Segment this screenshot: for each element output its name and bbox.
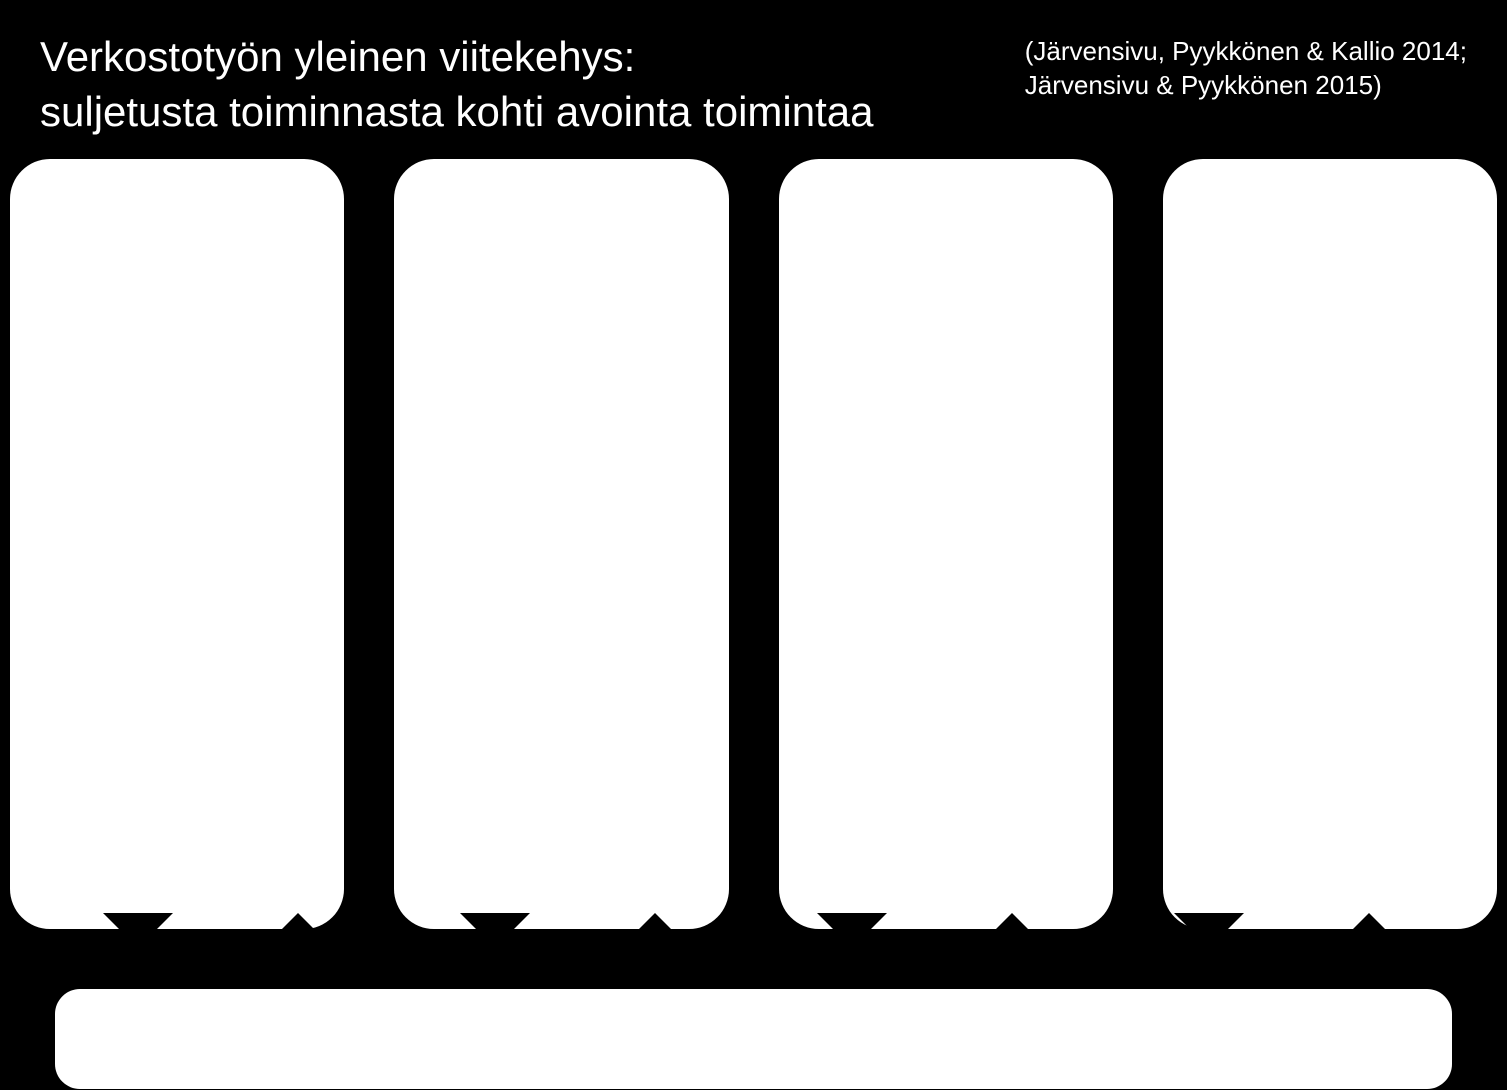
arrow-pair-3	[817, 913, 1047, 948]
footer-bar	[55, 989, 1452, 1089]
citation-line-2: Järvensivu & Pyykkönen 2015)	[1025, 69, 1467, 103]
column-1	[10, 159, 344, 929]
column-2	[394, 159, 728, 929]
arrow-down-icon	[1174, 913, 1244, 948]
arrow-down-icon	[103, 913, 173, 948]
arrow-down-icon	[817, 913, 887, 948]
citation-block: (Järvensivu, Pyykkönen & Kallio 2014; Jä…	[1025, 35, 1467, 103]
columns-container	[0, 159, 1507, 929]
arrow-up-icon	[977, 913, 1047, 948]
title-block: Verkostotyön yleinen viitekehys: suljetu…	[40, 30, 873, 139]
arrow-pair-1	[103, 913, 333, 948]
title-line-1: Verkostotyön yleinen viitekehys:	[40, 30, 873, 85]
arrows-row	[0, 913, 1507, 948]
arrow-pair-2	[460, 913, 690, 948]
column-3	[779, 159, 1113, 929]
arrow-down-icon	[460, 913, 530, 948]
bottom-area	[0, 929, 1507, 1089]
arrow-pair-4	[1174, 913, 1404, 948]
header: Verkostotyön yleinen viitekehys: suljetu…	[0, 0, 1507, 159]
arrow-up-icon	[620, 913, 690, 948]
column-4	[1163, 159, 1497, 929]
title-line-2: suljetusta toiminnasta kohti avointa toi…	[40, 85, 873, 140]
arrow-up-icon	[1334, 913, 1404, 948]
arrow-up-icon	[263, 913, 333, 948]
citation-line-1: (Järvensivu, Pyykkönen & Kallio 2014;	[1025, 35, 1467, 69]
